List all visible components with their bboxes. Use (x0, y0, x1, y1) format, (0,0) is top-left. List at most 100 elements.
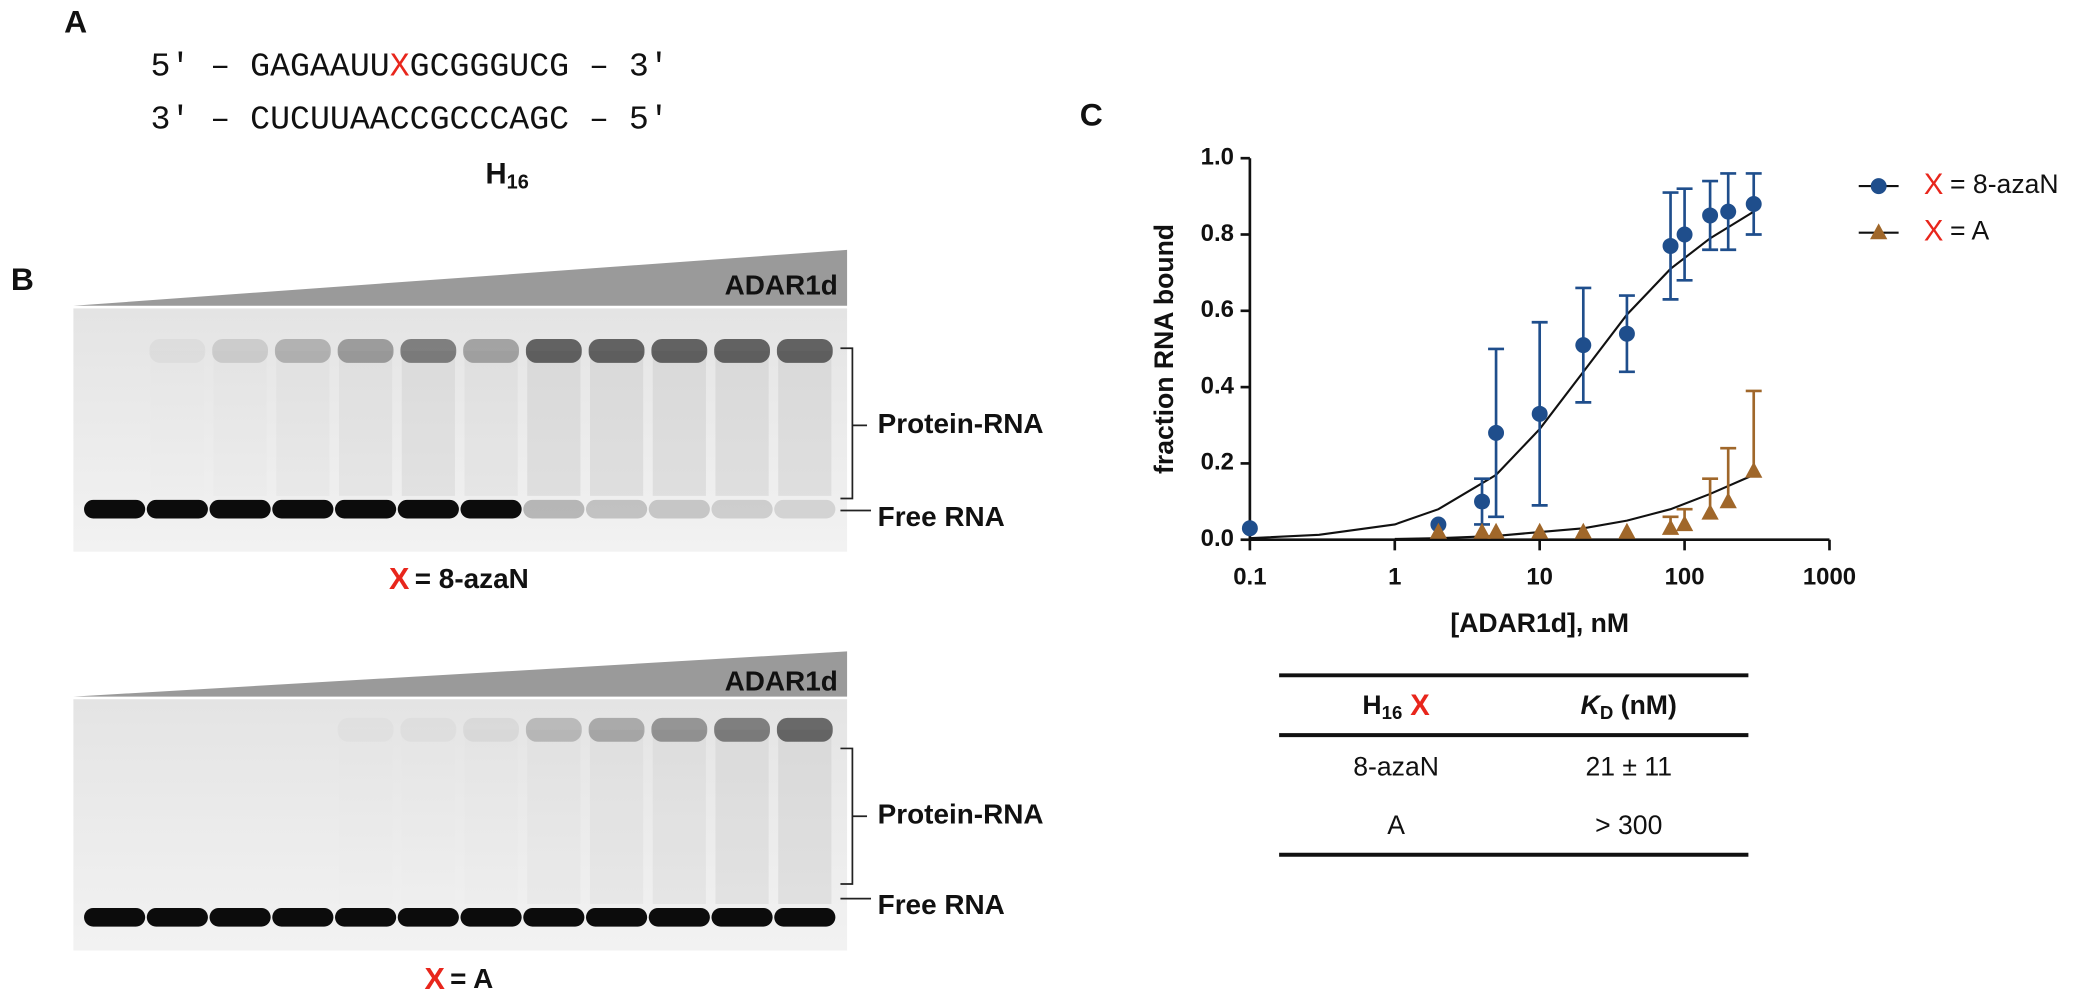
lane-smear (464, 730, 517, 904)
free-band (397, 907, 459, 927)
complex-band (400, 338, 457, 363)
table-header: KD (nM) (1581, 690, 1677, 723)
free-band (146, 499, 208, 519)
lane-smear (339, 730, 392, 904)
strand-text: GCGGGUCG – 3′ (410, 47, 669, 85)
circle-marker (1662, 237, 1679, 254)
complex-band (776, 338, 833, 363)
strand-text: 5′ – GAGAAUU (150, 47, 389, 85)
lane-smear (213, 350, 267, 496)
complex-band (776, 717, 833, 742)
modified-base: X (390, 47, 410, 85)
panel-label: A (64, 3, 87, 39)
lane-smear (778, 729, 832, 904)
triangle-marker (1719, 492, 1737, 509)
free-band (711, 499, 773, 519)
lane-smear (276, 350, 330, 496)
protein-label: ADAR1d (725, 666, 838, 697)
complex-band (714, 338, 770, 363)
caption-mark: X (389, 562, 410, 596)
name-sub: 16 (507, 172, 529, 194)
circle-marker (1488, 424, 1505, 441)
y-tick-label: 0.6 (1201, 296, 1234, 323)
table-cell: > 300 (1595, 810, 1662, 840)
circle-marker (1531, 405, 1548, 422)
free-band (84, 499, 146, 519)
legend-marker (1870, 178, 1887, 195)
triangle-marker (1675, 515, 1694, 532)
legend-name: = 8-azaN (1950, 169, 2059, 199)
triangle-marker (1701, 503, 1719, 520)
complex-band (714, 717, 770, 742)
lane-smear (339, 350, 393, 496)
complex-band (651, 717, 708, 742)
y-tick-label: 0.4 (1201, 372, 1235, 399)
fit-curve (1249, 210, 1755, 540)
complex-band (274, 338, 331, 363)
panel-label: B (11, 261, 34, 297)
complex-band (651, 338, 708, 363)
table-cell: A (1387, 810, 1405, 840)
lane-smear (589, 729, 644, 904)
gel-caption: X = A (424, 962, 493, 996)
lane-smear (151, 351, 204, 496)
x-tick-label: 1 (1388, 564, 1401, 591)
error-bar (1745, 389, 1762, 472)
free-band (774, 907, 836, 927)
x-axis-label: [ADAR1d], nM (1450, 608, 1629, 638)
gels: ADAR1d Protein-RNA Free RNA X = 8-azaN ADAR1d… (73, 249, 1044, 996)
triangle-marker (1574, 522, 1592, 539)
header-base: K (1581, 690, 1602, 720)
fit-curve (1394, 473, 1755, 541)
circle-marker (1618, 325, 1635, 342)
complex-band (149, 338, 206, 363)
lane-smear (715, 729, 769, 904)
free-band (146, 907, 208, 927)
free-band (272, 499, 334, 519)
free-band (84, 907, 146, 927)
header-base: H (1362, 690, 1381, 720)
band-label: Free RNA (878, 889, 1005, 920)
y-axis-label: fraction RNA bound (1149, 224, 1179, 474)
header-sub: 16 (1382, 702, 1403, 723)
free-band (209, 499, 271, 519)
triangle-marker (1531, 522, 1549, 539)
y-tick-label: 0.0 (1201, 525, 1234, 552)
lane-smear (715, 350, 769, 496)
lane-smear (527, 729, 581, 904)
circle-marker (1720, 203, 1737, 220)
lane-smear (402, 730, 455, 904)
band-label: Free RNA (878, 501, 1005, 532)
circle-marker (1474, 493, 1490, 510)
free-band (397, 499, 459, 519)
legend-entry: X = A (1924, 215, 1990, 247)
complex-band (588, 717, 645, 742)
header-sub: D (1600, 702, 1613, 723)
circle-marker (1745, 196, 1762, 212)
free-band (774, 499, 836, 519)
panel-label: C (1080, 96, 1103, 132)
name-base: H (485, 158, 506, 190)
circle-marker (1676, 226, 1693, 243)
duplex-name: H16 (485, 158, 528, 194)
kd-table: H16 X KD (nM) 8-azaN 21 ± 11 A > 300 (1279, 673, 1749, 857)
lane-smear (652, 350, 706, 496)
x-tick-label: 1000 (1803, 564, 1856, 591)
header-mark: X (1410, 690, 1430, 722)
free-band (648, 499, 710, 519)
legend-name: = A (1950, 216, 1989, 246)
legend-marker (1870, 223, 1888, 240)
table-cell: 8-azaN (1353, 751, 1439, 781)
triangle-marker (1473, 522, 1491, 539)
free-band (460, 907, 522, 927)
y-tick-label: 1.0 (1201, 144, 1234, 171)
circle-marker (1241, 520, 1258, 537)
protein-label: ADAR1d (725, 270, 838, 301)
free-band (460, 499, 522, 519)
band-label: Protein-RNA (878, 799, 1044, 830)
x-tick-label: 100 (1665, 564, 1705, 591)
caption-text: = 8-azaN (415, 563, 529, 594)
binding-chart: 0.0 0.2 0.4 0.6 0.8 1.0 0.1 1 10 100 1000 fraction … (1149, 144, 2058, 638)
triangle-marker (1618, 522, 1636, 539)
triangle-marker (1661, 518, 1680, 535)
